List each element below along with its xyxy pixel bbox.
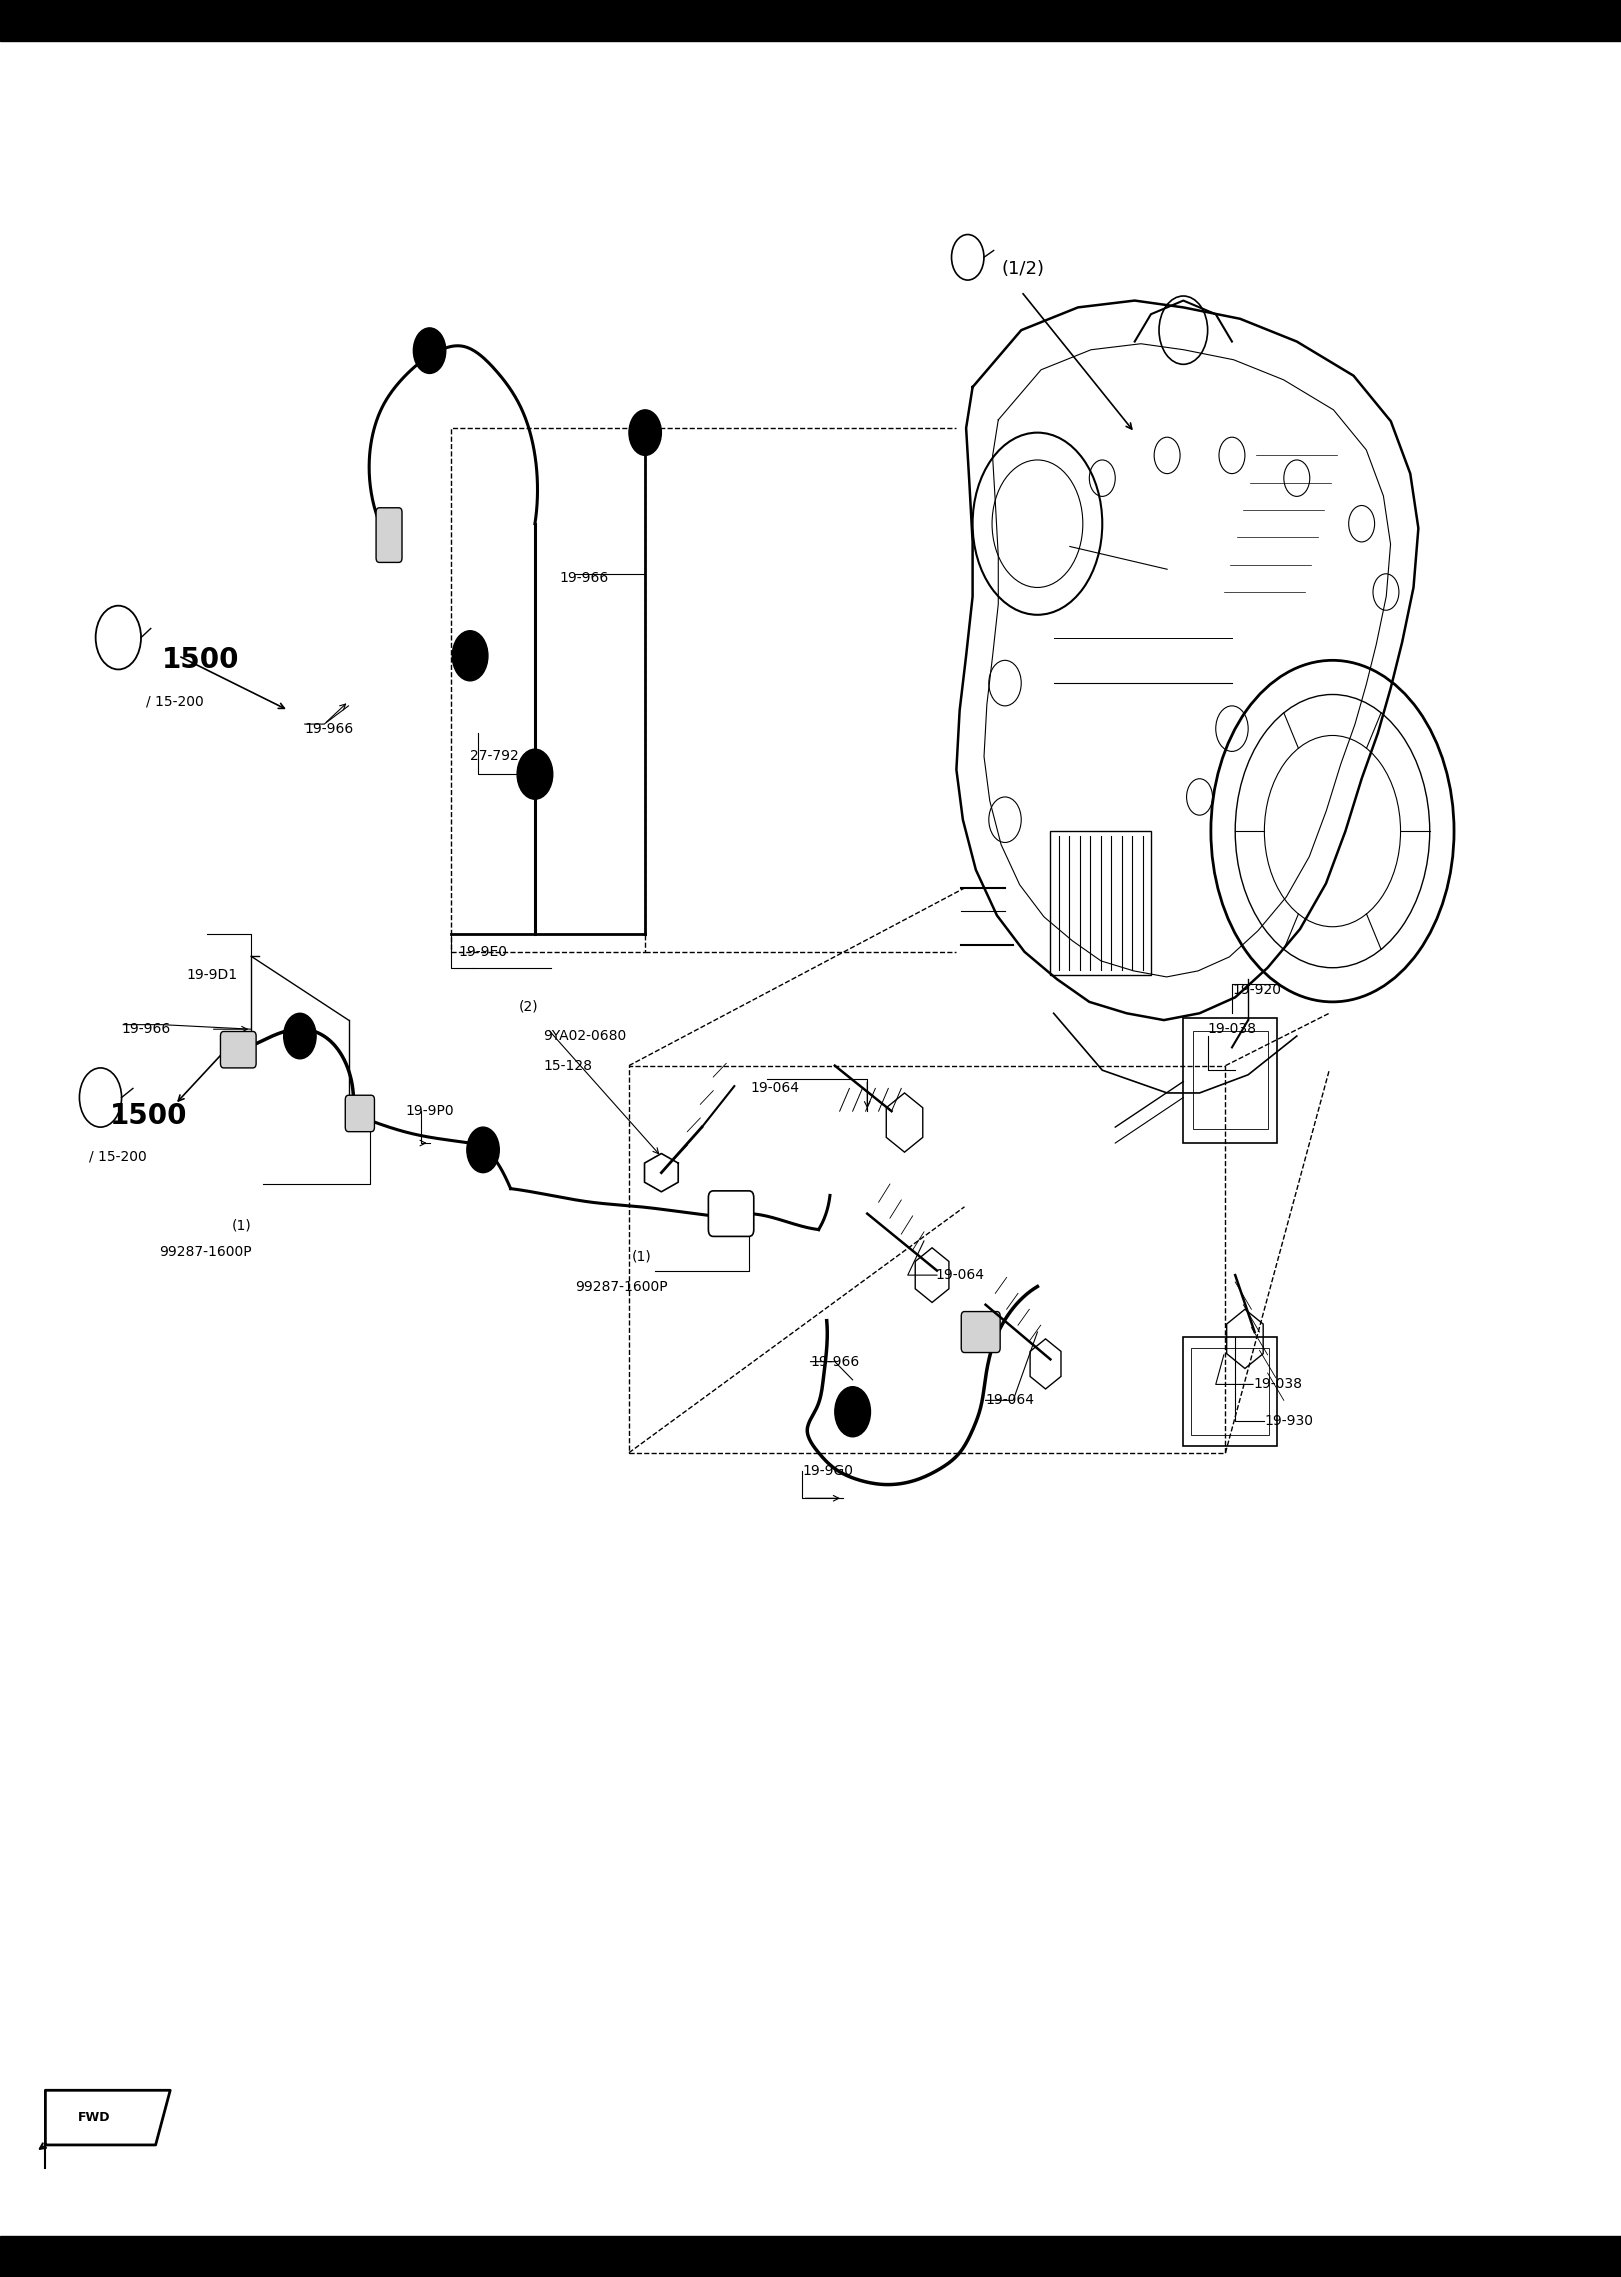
FancyBboxPatch shape xyxy=(961,1312,1000,1353)
FancyBboxPatch shape xyxy=(220,1031,256,1068)
Text: 19-064: 19-064 xyxy=(935,1268,984,1282)
Circle shape xyxy=(284,1013,316,1059)
Text: (2): (2) xyxy=(519,1000,538,1013)
Text: 1500: 1500 xyxy=(110,1102,188,1129)
Text: 1500: 1500 xyxy=(162,647,240,674)
Circle shape xyxy=(467,1127,499,1173)
Text: 99287-1600P: 99287-1600P xyxy=(575,1280,668,1293)
Text: 19-9E0: 19-9E0 xyxy=(459,945,507,959)
Text: 9YA02-0680: 9YA02-0680 xyxy=(543,1029,626,1043)
Bar xyxy=(0,0,1621,41)
Bar xyxy=(1193,1031,1268,1129)
Circle shape xyxy=(413,328,446,373)
Text: 19-930: 19-930 xyxy=(1264,1414,1313,1428)
Bar xyxy=(1191,1348,1269,1435)
Bar xyxy=(629,1066,1225,1453)
Circle shape xyxy=(835,1387,870,1437)
Text: 15-128: 15-128 xyxy=(543,1059,592,1072)
Text: 19-9G0: 19-9G0 xyxy=(802,1464,853,1478)
Text: 19-920: 19-920 xyxy=(1232,984,1281,997)
Text: (1): (1) xyxy=(632,1250,652,1264)
Text: 19-064: 19-064 xyxy=(986,1394,1034,1407)
Text: 19-9P0: 19-9P0 xyxy=(405,1104,454,1118)
Text: 19-9D1: 19-9D1 xyxy=(186,968,238,981)
Bar xyxy=(1183,1018,1277,1143)
Circle shape xyxy=(452,631,488,681)
Text: (1): (1) xyxy=(232,1218,251,1232)
Text: 19-966: 19-966 xyxy=(305,722,353,735)
Text: FWD: FWD xyxy=(78,2111,110,2124)
Text: 19-064: 19-064 xyxy=(751,1082,799,1095)
FancyBboxPatch shape xyxy=(345,1095,374,1132)
Bar xyxy=(1050,831,1151,975)
Circle shape xyxy=(629,410,661,455)
Text: / 15-200: / 15-200 xyxy=(146,694,204,708)
Text: / 15-200: / 15-200 xyxy=(89,1150,148,1164)
Text: 19-966: 19-966 xyxy=(810,1355,859,1368)
Text: 19-966: 19-966 xyxy=(122,1022,170,1036)
Circle shape xyxy=(517,749,553,799)
Bar xyxy=(0,2236,1621,2277)
Text: 19-038: 19-038 xyxy=(1253,1378,1302,1391)
Text: 99287-1600P: 99287-1600P xyxy=(159,1246,251,1259)
Text: 19-038: 19-038 xyxy=(1208,1022,1256,1036)
FancyBboxPatch shape xyxy=(376,508,402,562)
Bar xyxy=(451,428,645,952)
Text: (1/2): (1/2) xyxy=(1002,260,1046,278)
Text: 19-966: 19-966 xyxy=(559,572,608,585)
Text: 27-792: 27-792 xyxy=(470,749,519,763)
FancyBboxPatch shape xyxy=(708,1191,754,1236)
Bar xyxy=(1183,1337,1277,1446)
